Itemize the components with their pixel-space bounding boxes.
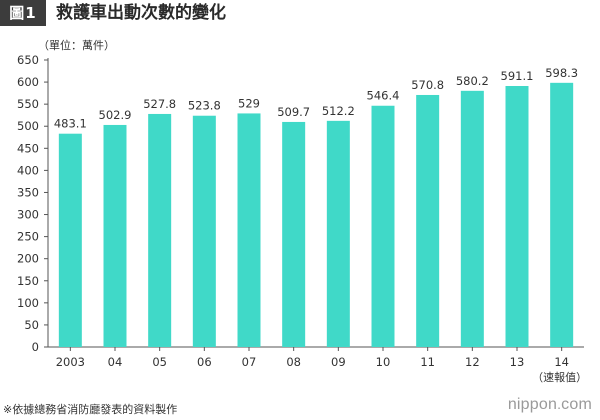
bar — [58, 133, 82, 347]
x-tick-label: 06 — [197, 355, 212, 369]
x-tick-label: 11 — [420, 355, 435, 369]
data-label: 570.8 — [411, 78, 444, 92]
source-note: ※依據總務省消防廳發表的資料製作 — [3, 403, 178, 416]
bar — [103, 124, 127, 347]
bar — [237, 113, 261, 348]
bar — [505, 86, 529, 347]
brand-tld: com — [561, 396, 592, 413]
y-tick-label: 550 — [17, 97, 39, 111]
bar — [371, 105, 395, 348]
data-label: 598.3 — [545, 66, 578, 80]
chart-title: 救護車出動次數的變化 — [56, 3, 226, 23]
y-tick-label: 50 — [24, 318, 39, 332]
data-label: 483.1 — [54, 117, 87, 131]
bar — [282, 121, 306, 347]
x-tick-label: 04 — [108, 355, 123, 369]
brand-name: nippon — [507, 396, 558, 413]
brand-sep: . — [557, 396, 562, 412]
bar — [460, 90, 484, 347]
data-label: 502.9 — [99, 108, 132, 122]
x-tick-label: 09 — [331, 355, 346, 369]
bar — [192, 115, 216, 347]
x-tick-label: 12 — [465, 355, 480, 369]
y-tick-label: 600 — [17, 75, 39, 89]
x-tick-label: 13 — [510, 355, 525, 369]
figure-label: 圖1 — [0, 0, 46, 26]
bar — [326, 120, 350, 348]
x-tick-label: 08 — [286, 355, 301, 369]
y-tick-label: 0 — [32, 340, 39, 354]
y-tick-label: 100 — [17, 296, 39, 310]
bar — [416, 94, 440, 347]
y-tick-label: 650 — [17, 53, 39, 67]
data-label: 527.8 — [143, 97, 176, 111]
y-tick-label: 500 — [17, 119, 39, 133]
x-tick-label: 07 — [242, 355, 257, 369]
data-label: 509.7 — [277, 105, 310, 119]
chart-header: 圖1 救護車出動次數的變化 — [0, 0, 600, 30]
data-label: 591.1 — [501, 69, 534, 83]
data-label: 580.2 — [456, 74, 489, 88]
category-note: （速報值） — [532, 371, 587, 384]
brand-logo: nippon.com — [508, 396, 592, 414]
x-tick-label: 2003 — [56, 355, 85, 369]
unit-label: （單位：萬件） — [38, 39, 115, 52]
y-tick-label: 300 — [17, 208, 39, 222]
y-tick-label: 200 — [17, 252, 39, 266]
y-tick-label: 400 — [17, 163, 39, 177]
y-tick-label: 250 — [17, 230, 39, 244]
bar — [148, 113, 172, 348]
data-label: 529 — [238, 96, 260, 110]
y-tick-label: 450 — [17, 141, 39, 155]
x-tick-label: 05 — [152, 355, 167, 369]
y-tick-label: 350 — [17, 185, 39, 199]
x-tick-label: 10 — [376, 355, 391, 369]
data-label: 512.2 — [322, 104, 355, 118]
data-label: 523.8 — [188, 99, 221, 113]
y-tick-label: 150 — [17, 274, 39, 288]
bar — [550, 82, 574, 347]
x-tick-label: 14 — [554, 355, 569, 369]
data-label: 546.4 — [367, 89, 400, 103]
